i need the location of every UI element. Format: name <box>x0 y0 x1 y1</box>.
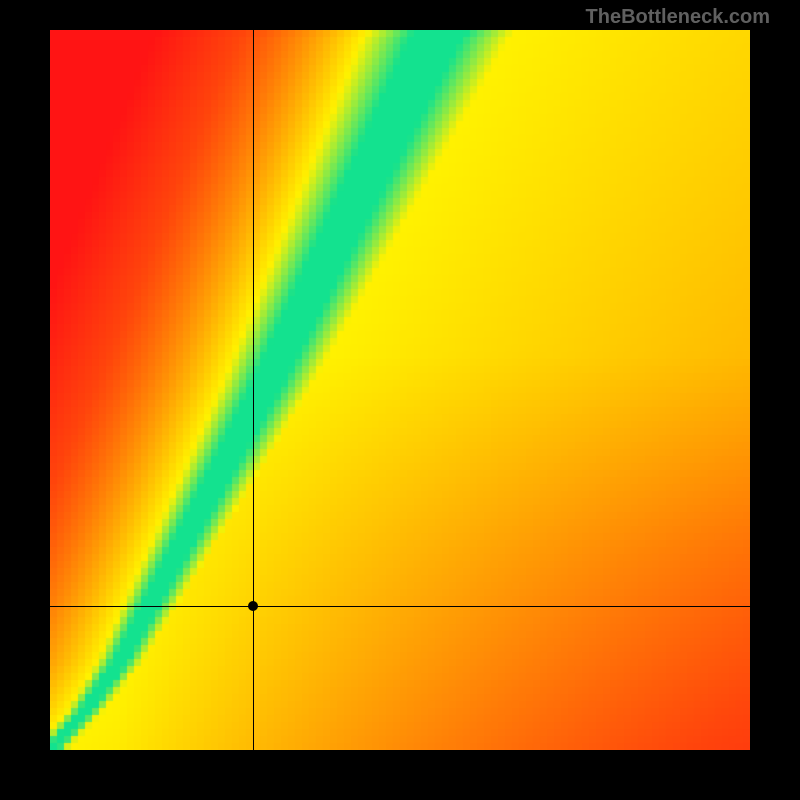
watermark-text: TheBottleneck.com <box>586 6 770 29</box>
heatmap-canvas <box>50 30 750 750</box>
chart-container: TheBottleneck.com <box>0 0 800 800</box>
selection-marker <box>248 601 258 611</box>
plot-area <box>50 30 750 750</box>
crosshair-horizontal <box>50 606 750 607</box>
crosshair-vertical <box>253 30 254 750</box>
